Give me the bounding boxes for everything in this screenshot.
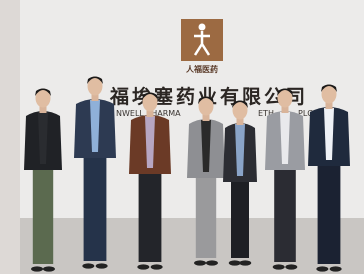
shoe [151,264,163,269]
shoe [285,264,297,269]
floor [0,218,364,274]
shoe [31,266,43,271]
shoe [206,260,218,265]
legs [274,160,296,262]
legs [231,172,249,258]
legs [139,164,162,262]
legs [318,156,341,264]
logo-text: 人福医药 [186,64,218,74]
shoe [316,266,328,271]
shoe [330,266,342,271]
left-edge [0,0,20,274]
logo: 人福医药 [181,19,223,74]
shoe [137,264,149,269]
shoe [239,260,251,265]
shoe [82,263,94,268]
photo: 人福医药 福埃塞药业有限公司 NWELL PHARMA ETH PLC [0,0,364,274]
legs [84,148,107,261]
shoe [229,260,241,265]
shoe [194,260,206,265]
logo-head [199,24,206,31]
legs [33,160,53,264]
legs [196,168,216,258]
shoe [96,263,108,268]
shoe [43,266,55,271]
shoe [273,264,285,269]
